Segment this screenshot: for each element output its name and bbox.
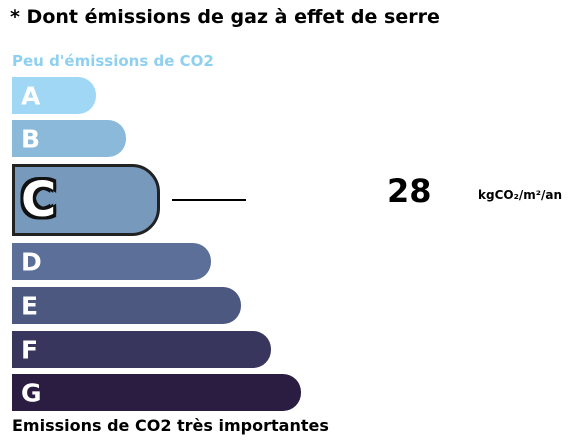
- class-letter-b: B: [21, 124, 41, 153]
- page-title: * Dont émissions de gaz à effet de serre: [10, 6, 440, 28]
- class-letter-c: C: [21, 172, 57, 228]
- class-bar-g: G: [12, 374, 301, 411]
- indicator-line: [172, 199, 246, 201]
- class-bar-e: E: [12, 287, 241, 324]
- scale-bottom-label: Emissions de CO2 très importantes: [12, 416, 329, 435]
- scale-top-label: Peu d'émissions de CO2: [12, 52, 214, 70]
- class-letter-d: D: [21, 247, 42, 276]
- emission-value: 28: [387, 172, 432, 210]
- class-bar-f: F: [12, 331, 271, 368]
- class-letter-a: A: [21, 81, 41, 110]
- class-letter-e: E: [21, 291, 39, 320]
- class-letter-f: F: [21, 335, 39, 364]
- class-bar-d: D: [12, 243, 211, 280]
- class-letter-g: G: [21, 378, 42, 407]
- class-bar-c: C: [12, 164, 160, 236]
- class-bar-a: A: [12, 77, 96, 114]
- emission-unit: kgCO₂/m²/an: [478, 188, 562, 202]
- class-bar-b: B: [12, 120, 126, 157]
